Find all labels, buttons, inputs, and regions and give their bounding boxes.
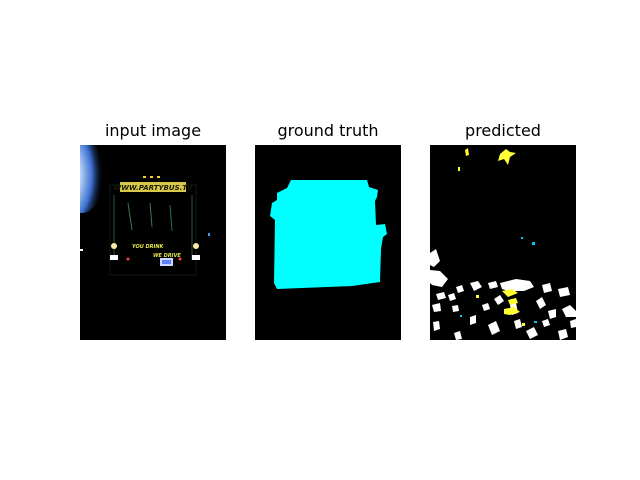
predicted-mask (430, 145, 576, 340)
headlight-right (193, 243, 199, 249)
light-glare (80, 145, 104, 213)
predicted-title: predicted (465, 121, 541, 140)
ground-truth-title: ground truth (277, 121, 379, 140)
ground-truth-panel (255, 145, 401, 340)
bus-sign (120, 182, 186, 192)
input-image-title: input image (104, 121, 202, 140)
bus-side-text-1: YOU DRINK (132, 244, 165, 250)
input-image: WWW.PARTYBUS.TV YOU DRINK WE DRIVE (80, 145, 226, 340)
bus-sign-text: WWW.PARTYBUS.TV (114, 184, 194, 192)
bus-side-text-2: WE DRIVE (153, 253, 181, 259)
bus-mask (270, 180, 387, 289)
predicted-panel (430, 145, 576, 340)
headlight-left (111, 243, 117, 249)
input-image-panel: WWW.PARTYBUS.TV YOU DRINK WE DRIVE (80, 145, 226, 340)
ground-truth-mask (255, 145, 401, 340)
